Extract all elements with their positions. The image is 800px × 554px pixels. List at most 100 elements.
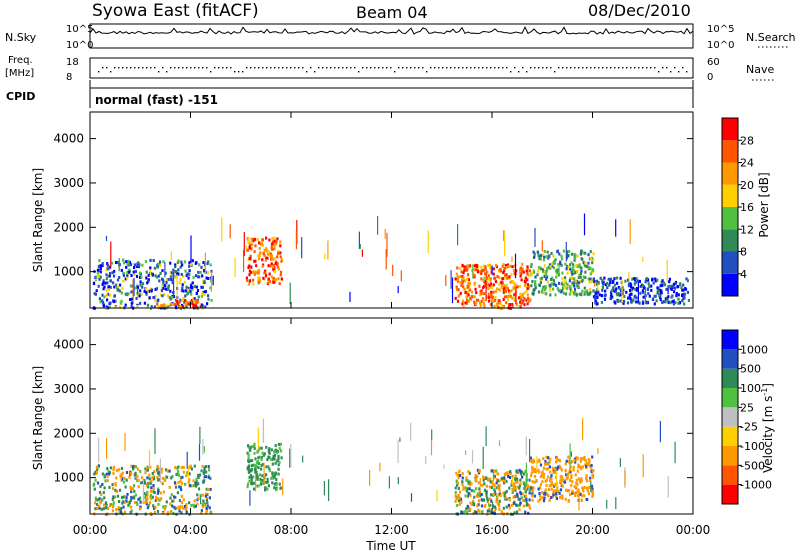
echo-cell [616, 276, 619, 280]
echo-cell [201, 465, 204, 468]
echo-streak [324, 253, 326, 260]
echo-cell [509, 476, 512, 479]
echo-cell [250, 469, 253, 473]
echo-cell [619, 276, 622, 280]
freq-point [578, 67, 580, 69]
echo-cell [512, 286, 515, 290]
echo-cell [102, 503, 106, 507]
echo-cell [502, 298, 505, 301]
echo-cell [458, 502, 461, 506]
echo-cell [513, 486, 516, 490]
echo-cell [261, 244, 264, 248]
echo-cell [139, 276, 142, 279]
freq-point [106, 67, 108, 69]
echo-cell [552, 287, 555, 291]
echo-cell [591, 487, 594, 491]
echo-cell [148, 477, 151, 481]
echo-cell [503, 269, 506, 273]
echo-cell [118, 488, 122, 492]
echo-cell [200, 265, 203, 269]
echo-cell [522, 472, 525, 476]
echo-cell [574, 253, 577, 257]
echo-cell [105, 504, 108, 508]
echo-cell [525, 289, 528, 293]
echo-cell [167, 294, 170, 298]
echo-cell [267, 277, 270, 281]
echo-cell [504, 273, 507, 277]
echo-cell [177, 473, 181, 477]
echo-cell [104, 506, 107, 510]
echo-cell [102, 279, 105, 283]
echo-cell [115, 283, 118, 287]
echo-cell [194, 504, 197, 508]
echo-cell [525, 500, 528, 504]
echo-cell [494, 277, 497, 281]
echo-cell [268, 467, 271, 471]
echo-cell [590, 484, 594, 488]
echo-streak [491, 265, 493, 275]
echo-cell [571, 267, 574, 271]
echo-cell [278, 482, 281, 486]
echo-cell [112, 487, 115, 491]
echo-cell [156, 265, 159, 269]
echo-cell [185, 503, 188, 506]
echo-cell [538, 486, 542, 490]
echo-cell [130, 505, 133, 509]
echo-cell [589, 257, 592, 260]
echo-cell [484, 283, 487, 287]
echo-cell [138, 294, 141, 298]
freq-point [302, 67, 304, 69]
echo-cell [107, 292, 110, 296]
echo-cell [157, 262, 160, 266]
echo-cell [171, 504, 174, 508]
echo-cell [591, 493, 594, 497]
echo-cell [136, 503, 139, 506]
freq-point [638, 67, 640, 69]
echo-cell [125, 265, 128, 269]
echo-cell [549, 293, 552, 297]
echo-cell [636, 279, 640, 283]
echo-cell [145, 276, 148, 280]
echo-cell [548, 460, 551, 464]
echo-cell [253, 272, 256, 276]
echo-cell [550, 474, 553, 478]
echo-cell [115, 508, 118, 512]
echo-cell [101, 293, 104, 297]
echo-cell [247, 456, 250, 460]
echo-cell [512, 269, 515, 272]
echo-cell [257, 462, 261, 466]
echo-cell [136, 479, 139, 483]
velocity-colorbar-swatch [722, 388, 738, 408]
echo-cell [126, 492, 129, 496]
echo-cell [174, 275, 177, 279]
echo-cell [206, 488, 210, 492]
echo-cell [526, 485, 530, 488]
echo-cell [133, 473, 136, 477]
echo-cell [97, 268, 100, 272]
echo-streak [674, 441, 676, 464]
echo-cell [487, 264, 490, 267]
echo-cell [108, 305, 111, 309]
echo-cell [129, 510, 132, 514]
echo-cell [493, 483, 496, 487]
echo-cell [120, 268, 123, 272]
echo-cell [630, 288, 634, 292]
echo-cell [255, 470, 258, 474]
beam-label: Beam 04 [356, 3, 428, 22]
echo-streak [644, 287, 646, 305]
freq-point [126, 67, 128, 69]
echo-cell [170, 493, 173, 497]
echo-cell [103, 285, 106, 289]
echo-cell [493, 488, 496, 492]
echo-cell [575, 457, 578, 461]
freq-point [170, 67, 172, 69]
echo-cell [178, 303, 181, 306]
echo-cell [629, 289, 632, 292]
echo-streak [263, 462, 265, 486]
echo-cell [462, 485, 465, 489]
echo-cell [151, 475, 154, 479]
echo-cell [646, 287, 650, 291]
echo-cell [461, 299, 465, 303]
echo-cell [496, 502, 499, 506]
x-tick-label: 12:00 [374, 523, 409, 537]
